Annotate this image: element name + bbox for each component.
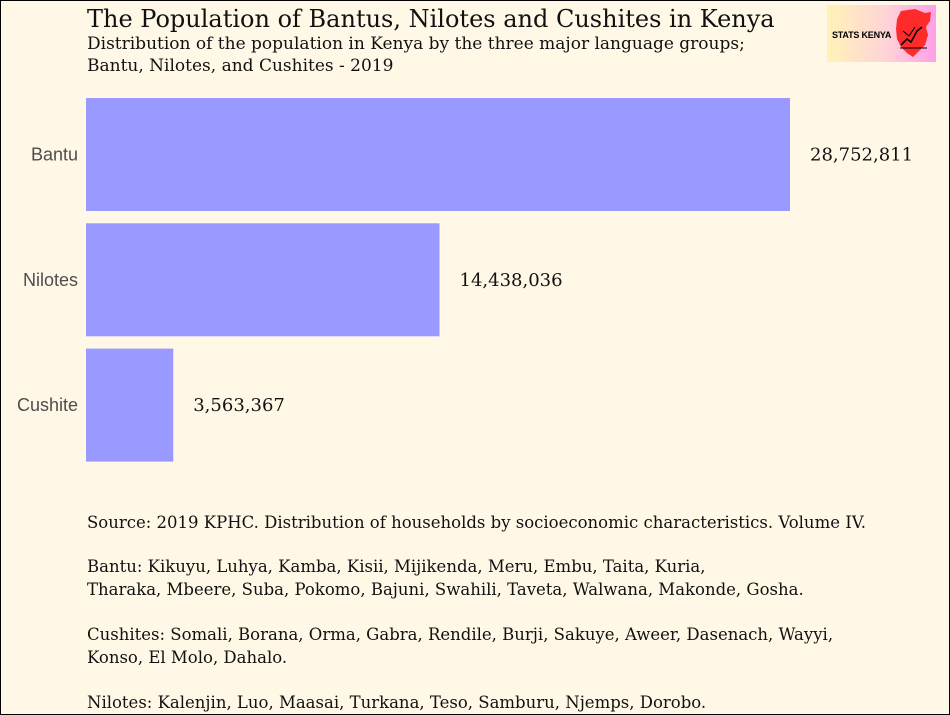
bar-chart: Bantu 28,752,811 Nilotes 14,438,036 Cushite 3… <box>17 98 913 462</box>
chart-subtitle-line-1: Distribution of the population in Kenya … <box>87 34 745 54</box>
chart-subtitle-line-2: Bantu, Nilotes, and Cushites - 2019 <box>87 56 394 76</box>
nilotes-groups-note: Nilotes: Kalenjin, Luo, Maasai, Turkana,… <box>87 693 707 712</box>
value-label-nilotes: 14,438,036 <box>460 270 563 291</box>
category-label-bantu: Bantu <box>31 145 78 165</box>
category-label-nilotes: Nilotes <box>23 270 78 290</box>
bantu-note-line-2: Tharaka, Mbeere, Suba, Pokomo, Bajuni, S… <box>87 580 804 599</box>
bantu-groups-note: Bantu: Kikuyu, Luhya, Kamba, Kisii, Miji… <box>87 555 804 601</box>
bantu-note-line-1: Bantu: Kikuyu, Luhya, Kamba, Kisii, Miji… <box>87 557 706 576</box>
logo-text: STATS KENYA <box>832 30 892 40</box>
cushites-groups-note: Cushites: Somali, Borana, Orma, Gabra, R… <box>87 623 833 669</box>
bar-nilotes <box>86 223 440 337</box>
kenya-map-chart-icon <box>896 9 931 57</box>
cushites-note-line-1: Cushites: Somali, Borana, Orma, Gabra, R… <box>87 625 834 644</box>
cushites-note-line-2: Konso, El Molo, Dahalo. <box>87 648 288 667</box>
source-note: Source: 2019 KPHC. Distribution of house… <box>87 513 867 532</box>
stats-kenya-logo: STATS KENYA <box>827 5 936 62</box>
value-label-cushite: 3,563,367 <box>193 395 285 416</box>
chart-title: The Population of Bantus, Nilotes and Cu… <box>87 5 775 33</box>
bar-bantu <box>86 98 790 211</box>
value-label-bantu: 28,752,811 <box>810 145 913 166</box>
category-label-cushite: Cushite <box>17 395 78 415</box>
bar-cushite <box>86 348 174 462</box>
